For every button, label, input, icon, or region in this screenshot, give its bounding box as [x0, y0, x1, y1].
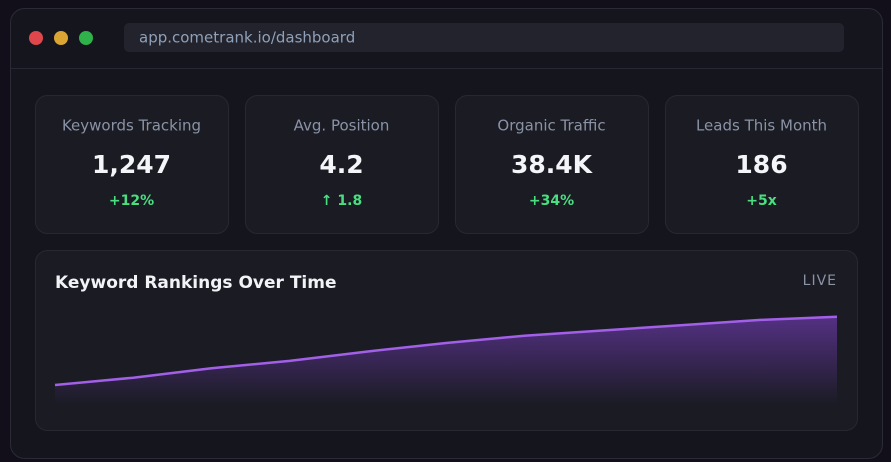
- maximize-button[interactable]: [79, 31, 93, 45]
- stat-label: Leads This Month: [696, 117, 827, 135]
- chart-title: Keyword Rankings Over Time: [55, 273, 336, 293]
- area-line: [54, 315, 838, 387]
- url: app.cometrank.io/dashboard: [139, 29, 355, 47]
- stat-change: ↑ 1.8: [321, 193, 362, 209]
- stat-change: +12%: [109, 193, 154, 209]
- address-bar[interactable]: [124, 23, 844, 52]
- live-badge: LIVE: [803, 273, 837, 289]
- stat-change: +34%: [529, 193, 574, 209]
- stat-card: [35, 95, 229, 234]
- stat-value: 186: [735, 150, 787, 179]
- close-button[interactable]: [29, 31, 43, 45]
- stat-value: 38.4K: [511, 150, 594, 179]
- stat-label: Avg. Position: [294, 117, 390, 135]
- stat-label: Keywords Tracking: [62, 117, 201, 135]
- stat-value: 1,247: [92, 150, 171, 179]
- plot: [54, 315, 838, 405]
- stat-card: [455, 95, 649, 234]
- area-fill: [55, 316, 837, 405]
- stat-value: 4.2: [319, 150, 363, 179]
- stat-card: [665, 95, 859, 234]
- stat-label: Organic Traffic: [497, 117, 605, 135]
- stat-card: [245, 95, 439, 234]
- stat-cards: Keywords Tracking 1,247 +12% Avg. Position 4…: [35, 95, 859, 234]
- minimize-button[interactable]: [54, 31, 68, 45]
- stat-change: +5x: [746, 193, 777, 209]
